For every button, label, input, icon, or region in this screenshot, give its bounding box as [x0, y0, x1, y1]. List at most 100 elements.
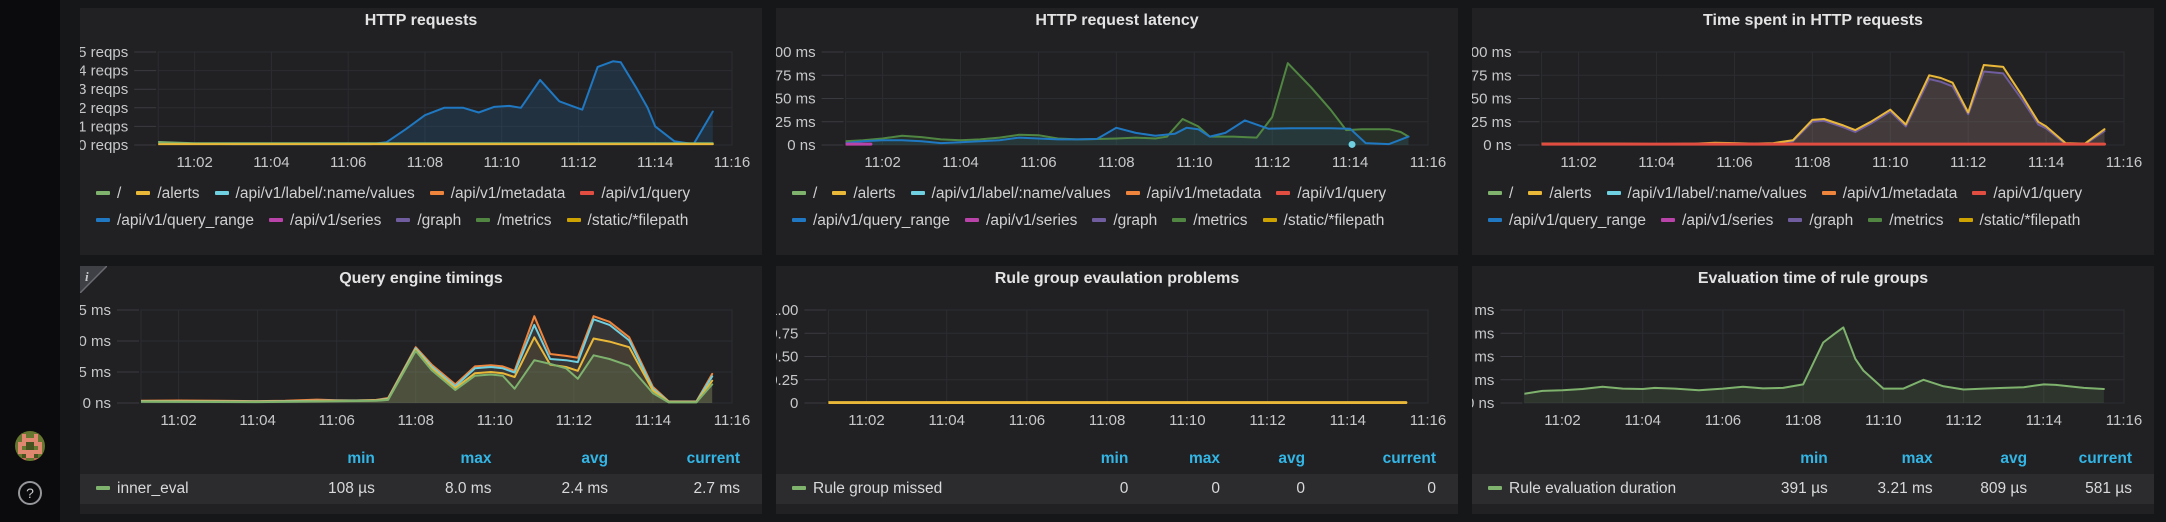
- legend-swatch-icon: [396, 218, 411, 222]
- legend-item[interactable]: /static/*filepath: [1262, 207, 1384, 234]
- legend-header-max[interactable]: max: [1901, 450, 1933, 467]
- svg-text:5 ms: 5 ms: [80, 364, 111, 381]
- legend-swatch-icon: [1958, 218, 1973, 222]
- legend-item[interactable]: /api/v1/query_range: [1488, 207, 1646, 234]
- panel-title[interactable]: Time spent in HTTP requests: [1703, 12, 1923, 29]
- legend-item[interactable]: /: [96, 180, 121, 207]
- legend-item[interactable]: /api/v1/label/:name/values: [1606, 180, 1807, 207]
- legend-item[interactable]: /api/v1/metadata: [429, 180, 565, 207]
- svg-text:1 reqps: 1 reqps: [80, 118, 128, 135]
- legend-value-avg: 809 µs: [1980, 480, 2028, 497]
- legend-label: /: [117, 185, 122, 202]
- panel-title[interactable]: HTTP request latency: [1035, 12, 1199, 29]
- svg-text:11:12: 11:12: [1254, 154, 1290, 171]
- chart-canvas[interactable]: 11:02 11:04 11:06 11:08 11:10 11:12 11:14 11:16…: [80, 294, 762, 464]
- chart-canvas[interactable]: 11:02 11:04 11:06 11:08 11:10 11:12 11:14 11:16…: [1472, 294, 2154, 464]
- legend-item[interactable]: /api/v1/query: [580, 180, 690, 207]
- legend-swatch-icon: [792, 218, 806, 222]
- legend-swatch-icon: [580, 191, 595, 195]
- legend-value-avg: 2.4 ms: [561, 480, 609, 497]
- svg-text:11:04: 11:04: [1638, 154, 1674, 171]
- legend-header-avg[interactable]: avg: [581, 450, 609, 467]
- legend-item[interactable]: /api/v1/query_range: [792, 207, 950, 234]
- legend-value-max: 8.0 ms: [444, 480, 492, 497]
- user-avatar[interactable]: [14, 430, 46, 462]
- chart-canvas[interactable]: 11:02 11:04 11:06 11:08 11:10 11:12 11:14 11:16…: [80, 36, 762, 206]
- svg-text:25 ms: 25 ms: [1472, 114, 1512, 131]
- legend-item[interactable]: /static/*filepath: [1958, 207, 2080, 234]
- legend-item[interactable]: /api/v1/query: [1276, 180, 1386, 207]
- legend-swatch-icon: [1821, 191, 1836, 195]
- svg-text:11:06: 11:06: [1705, 412, 1741, 429]
- svg-text:75 ms: 75 ms: [1472, 67, 1512, 84]
- legend-item[interactable]: /api/v1/label/:name/values: [910, 180, 1111, 207]
- legend-item[interactable]: /api/v1/metadata: [1821, 180, 1957, 207]
- panel-title[interactable]: Query engine timings: [339, 270, 503, 287]
- legend-item[interactable]: /api/v1/series: [269, 207, 381, 234]
- svg-text:10 ms: 10 ms: [80, 333, 111, 350]
- legend-header-max[interactable]: max: [1189, 450, 1221, 467]
- legend-item[interactable]: /: [792, 180, 817, 207]
- legend-label: /api/v1/query: [1297, 185, 1387, 202]
- legend-header-min[interactable]: min: [1100, 450, 1129, 467]
- chart-canvas[interactable]: 11:02 11:04 11:06 11:08 11:10 11:12 11:14 11:16…: [776, 294, 1458, 464]
- legend-header-avg[interactable]: avg: [2000, 450, 2028, 467]
- legend-item[interactable]: /metrics: [476, 207, 552, 234]
- legend-item[interactable]: /api/v1/series: [965, 207, 1077, 234]
- panel-http-requests: HTTP requests 11:02 11:04 11:06 11:08 11:10 1…: [80, 8, 762, 255]
- legend-swatch-icon: [214, 191, 229, 195]
- svg-text:11:02: 11:02: [1560, 154, 1596, 171]
- svg-text:100 ms: 100 ms: [1472, 44, 1512, 61]
- panel-title[interactable]: Evaluation time of rule groups: [1697, 270, 1929, 287]
- legend-item[interactable]: /graph: [1092, 207, 1157, 234]
- legend-item[interactable]: /metrics: [1868, 207, 1944, 234]
- legend-header-avg[interactable]: avg: [1278, 450, 1306, 467]
- panel-legend: / /alerts/api/v1/label/:name/values/api/v…: [1472, 180, 2154, 255]
- legend-swatch-icon: [1488, 191, 1502, 195]
- legend-header-max[interactable]: max: [460, 450, 492, 467]
- legend-item[interactable]: /graph: [1788, 207, 1853, 234]
- legend-item[interactable]: /api/v1/label/:name/values: [214, 180, 415, 207]
- legend-item[interactable]: /metrics: [1172, 207, 1248, 234]
- svg-text:1.00: 1.00: [776, 302, 798, 319]
- legend-header-min[interactable]: min: [1800, 450, 1828, 467]
- legend-header-current[interactable]: current: [686, 450, 740, 467]
- legend-row[interactable]: Rule evaluation duration 391 µs 3.21 ms 809…: [1472, 474, 2154, 504]
- legend-row[interactable]: inner_eval 108 µs 8.0 ms 2.4 ms 2.7 ms: [80, 474, 762, 504]
- legend-label: inner_eval: [117, 480, 189, 497]
- legend-item[interactable]: /api/v1/query_range: [96, 207, 254, 234]
- legend-header-current[interactable]: current: [2078, 450, 2132, 467]
- legend-value-current: 2.7 ms: [693, 480, 740, 497]
- legend-item[interactable]: /api/v1/metadata: [1125, 180, 1261, 207]
- legend-item[interactable]: /graph: [396, 207, 461, 234]
- legend-item[interactable]: /api/v1/series: [1661, 207, 1773, 234]
- legend-label: /alerts: [157, 185, 200, 202]
- svg-text:2 reqps: 2 reqps: [80, 100, 128, 117]
- legend-item[interactable]: /static/*filepath: [566, 207, 688, 234]
- chart-canvas[interactable]: 11:02 11:04 11:06 11:08 11:10 11:12 11:14 11:16…: [776, 36, 1458, 206]
- svg-text:0 ns: 0 ns: [83, 395, 111, 412]
- legend-swatch-icon: [792, 191, 806, 195]
- panel-title[interactable]: Rule group evaulation problems: [994, 270, 1240, 287]
- svg-text:11:14: 11:14: [1332, 154, 1368, 171]
- svg-text:11:16: 11:16: [714, 412, 750, 429]
- legend-header-min[interactable]: min: [347, 450, 375, 467]
- legend-value-current: 0: [1427, 480, 1436, 497]
- legend-swatch-icon: [566, 218, 581, 222]
- legend-row[interactable]: Rule group missed 0 0 0 0: [776, 474, 1458, 504]
- legend-item[interactable]: /alerts: [1528, 180, 1592, 207]
- legend-header-current[interactable]: current: [1382, 450, 1436, 467]
- legend-label: Rule group missed: [813, 480, 943, 497]
- chart-canvas[interactable]: 11:02 11:04 11:06 11:08 11:10 11:12 11:14 11:16…: [1472, 36, 2154, 206]
- help-icon[interactable]: ?: [16, 479, 44, 507]
- svg-text:11:14: 11:14: [1330, 412, 1366, 429]
- svg-text:4 ms: 4 ms: [1472, 302, 1494, 319]
- legend-item[interactable]: /alerts: [136, 180, 200, 207]
- panel-info-icon[interactable]: i: [80, 266, 107, 293]
- legend-item[interactable]: /alerts: [832, 180, 896, 207]
- panel-title[interactable]: HTTP requests: [364, 12, 478, 29]
- legend-label: /api/v1/label/:name/values: [235, 185, 415, 202]
- legend-item[interactable]: /api/v1/query: [1972, 180, 2082, 207]
- legend-item[interactable]: /: [1488, 180, 1513, 207]
